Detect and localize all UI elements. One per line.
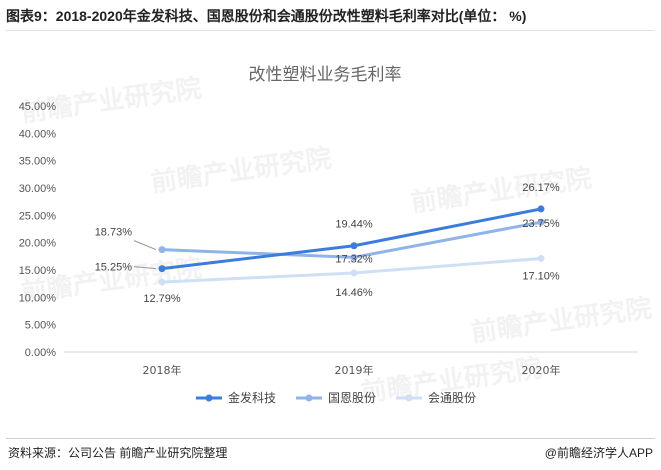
data-label: 19.44% — [335, 219, 373, 231]
legend-swatch-marker — [205, 394, 213, 402]
x-tick-label: 2019年 — [335, 363, 374, 377]
legend-swatch-marker — [305, 394, 313, 402]
footer-divider — [6, 438, 655, 439]
credit-note: @前瞻经济学人APP — [544, 446, 653, 460]
data-label: 12.79% — [143, 293, 181, 305]
legend-label: 国恩股份 — [328, 391, 376, 405]
legend-swatch-marker — [405, 394, 413, 402]
line-chart: 改性塑料业务毛利率 0.00% 5.00% 10.00% 15.00% 20.00% 25.… — [19, 65, 638, 405]
data-label: 18.73% — [95, 227, 133, 239]
data-label: 23.75% — [522, 218, 560, 230]
data-point — [350, 253, 358, 261]
data-point — [350, 269, 358, 277]
y-tick-label: 30.00% — [19, 183, 57, 195]
legend-label: 金发科技 — [228, 390, 276, 405]
data-point — [158, 265, 166, 273]
chart-title: 改性塑料业务毛利率 — [249, 65, 402, 85]
data-point — [537, 205, 545, 213]
y-tick-label: 25.00% — [19, 210, 57, 222]
data-label: 15.25% — [95, 262, 133, 274]
data-label: 14.46% — [335, 287, 373, 299]
y-tick-label: 45.00% — [19, 101, 57, 113]
data-label: 26.17% — [522, 182, 560, 194]
data-point — [350, 242, 358, 250]
y-tick-label: 35.00% — [19, 156, 57, 168]
data-point — [158, 246, 166, 254]
data-point — [537, 255, 545, 263]
title-divider — [6, 30, 655, 31]
data-label: 17.10% — [522, 271, 560, 283]
label-leader-line — [133, 240, 157, 251]
figure-title: 图表9：2018-2020年金发科技、国恩股份和会通股份改性塑料毛利率对比(单位… — [6, 8, 527, 24]
data-point — [537, 218, 545, 226]
x-tick-label: 2018年 — [143, 363, 182, 377]
y-tick-label: 10.00% — [19, 292, 57, 304]
y-tick-label: 20.00% — [19, 238, 57, 250]
source-note: 资料来源：公司公告 前瞻产业研究院整理 — [8, 446, 228, 460]
legend-label: 会通股份 — [428, 391, 476, 405]
y-tick-label: 40.00% — [19, 128, 57, 140]
data-label: 17.32% — [335, 253, 373, 265]
y-tick-label: 0.00% — [25, 347, 56, 359]
x-tick-label: 2020年 — [522, 363, 561, 377]
data-point — [158, 278, 166, 286]
label-leader-line — [133, 266, 157, 270]
y-tick-label: 15.00% — [19, 265, 57, 277]
y-tick-label: 5.00% — [25, 320, 56, 332]
